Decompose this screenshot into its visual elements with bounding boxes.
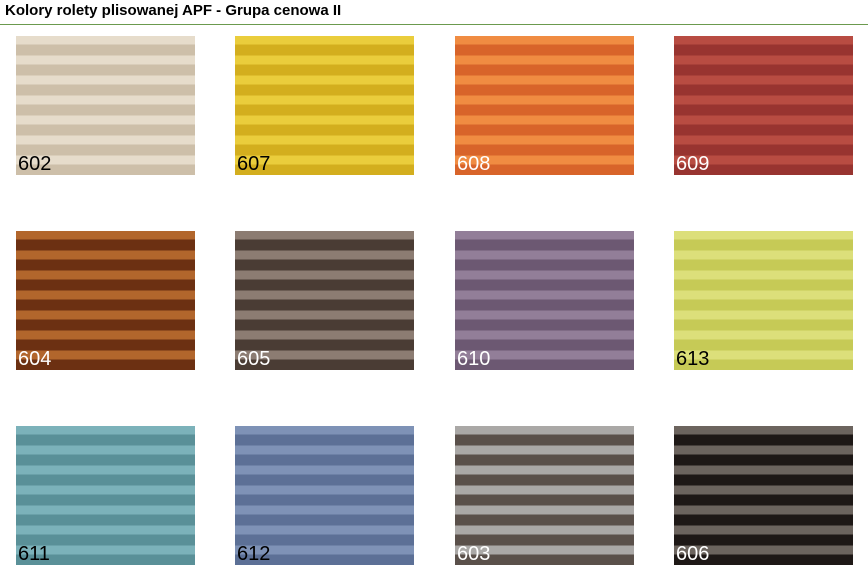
color-swatch-606[interactable]: 606: [674, 426, 853, 565]
color-swatch-611[interactable]: 611: [16, 426, 195, 565]
color-swatch-602[interactable]: 602: [16, 36, 195, 175]
color-swatch-612[interactable]: 612: [235, 426, 414, 565]
color-swatch-608[interactable]: 608: [455, 36, 634, 175]
color-swatch-607[interactable]: 607: [235, 36, 414, 175]
swatch-code-label: 610: [457, 348, 491, 370]
color-swatch-610[interactable]: 610: [455, 231, 634, 370]
title-divider: [0, 24, 868, 25]
swatch-code-label: 613: [676, 348, 710, 370]
color-swatch-609[interactable]: 609: [674, 36, 853, 175]
swatch-code-label: 602: [18, 153, 52, 175]
color-swatch-604[interactable]: 604: [16, 231, 195, 370]
swatch-code-label: 608: [457, 153, 491, 175]
swatch-code-label: 607: [237, 153, 271, 175]
color-swatch-613[interactable]: 613: [674, 231, 853, 370]
swatch-code-label: 603: [457, 543, 491, 565]
swatch-code-label: 611: [18, 543, 50, 565]
page-title: Kolory rolety plisowanej APF - Grupa cen…: [5, 2, 342, 19]
swatch-code-label: 612: [237, 543, 271, 565]
color-swatch-605[interactable]: 605: [235, 231, 414, 370]
swatch-code-label: 609: [676, 153, 710, 175]
swatch-code-label: 604: [18, 348, 52, 370]
swatch-code-label: 606: [676, 543, 710, 565]
swatch-code-label: 605: [237, 348, 271, 370]
color-swatch-603[interactable]: 603: [455, 426, 634, 565]
